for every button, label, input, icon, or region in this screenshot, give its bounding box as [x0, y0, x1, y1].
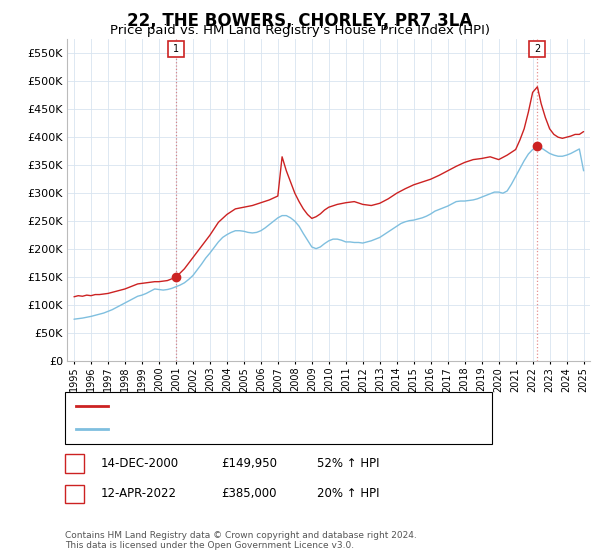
Text: 12-APR-2022: 12-APR-2022 [101, 487, 177, 501]
Text: 52% ↑ HPI: 52% ↑ HPI [317, 457, 379, 470]
Text: £149,950: £149,950 [221, 457, 277, 470]
Text: Contains HM Land Registry data © Crown copyright and database right 2024.
This d: Contains HM Land Registry data © Crown c… [65, 530, 416, 550]
Text: 22, THE BOWERS, CHORLEY, PR7 3LA (detached house): 22, THE BOWERS, CHORLEY, PR7 3LA (detach… [115, 402, 420, 412]
Text: 22, THE BOWERS, CHORLEY, PR7 3LA: 22, THE BOWERS, CHORLEY, PR7 3LA [127, 12, 473, 30]
Text: 2: 2 [534, 44, 541, 54]
Text: 2: 2 [71, 489, 78, 499]
Text: 1: 1 [173, 44, 179, 54]
Text: £385,000: £385,000 [221, 487, 276, 501]
Text: 1: 1 [71, 459, 78, 469]
Text: 20% ↑ HPI: 20% ↑ HPI [317, 487, 379, 501]
Text: HPI: Average price, detached house, Chorley: HPI: Average price, detached house, Chor… [115, 424, 359, 434]
Text: Price paid vs. HM Land Registry's House Price Index (HPI): Price paid vs. HM Land Registry's House … [110, 24, 490, 37]
Text: 14-DEC-2000: 14-DEC-2000 [101, 457, 179, 470]
